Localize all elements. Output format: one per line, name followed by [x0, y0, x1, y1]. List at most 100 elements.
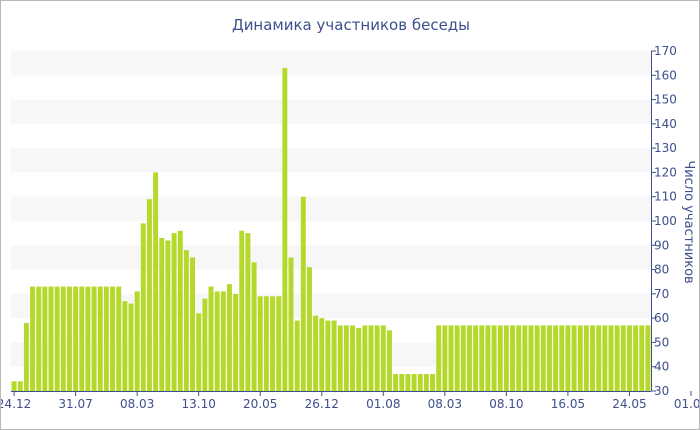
bar	[331, 320, 337, 391]
y-tick-label: 110	[654, 190, 677, 204]
bar	[325, 320, 331, 391]
bar	[165, 240, 171, 391]
bar	[270, 296, 276, 391]
bar	[633, 325, 639, 391]
bar	[122, 301, 128, 391]
bar	[42, 286, 48, 391]
bar	[460, 325, 466, 391]
bar	[350, 325, 356, 391]
bar	[620, 325, 626, 391]
x-tick-label: 16.05	[551, 397, 585, 411]
bar	[30, 286, 36, 391]
bars	[11, 68, 651, 391]
bar	[110, 286, 116, 391]
bar	[85, 286, 91, 391]
bar	[626, 325, 632, 391]
bar	[233, 293, 239, 391]
bar	[430, 374, 436, 391]
bar	[590, 325, 596, 391]
x-tick-label: 13.10	[182, 397, 216, 411]
y-tick-label: 150	[654, 93, 677, 107]
bar	[596, 325, 602, 391]
bar	[11, 381, 17, 391]
bar	[226, 284, 232, 391]
bar	[571, 325, 577, 391]
bar	[423, 374, 429, 391]
bar	[319, 318, 325, 391]
bar	[263, 296, 269, 391]
bar	[146, 199, 152, 391]
bar	[23, 323, 29, 391]
bar	[497, 325, 503, 391]
x-axis: 24.12 31.07 08.03 13.10 20.05 26.12 01.08 08.03…	[1, 391, 699, 411]
bar	[466, 325, 472, 391]
bar	[282, 68, 288, 391]
bar	[362, 325, 368, 391]
bar	[251, 262, 257, 391]
bar	[202, 298, 208, 391]
y-tick-label: 40	[654, 360, 669, 374]
bar	[276, 296, 282, 391]
bar	[559, 325, 565, 391]
bar	[36, 286, 42, 391]
grid-bands	[11, 51, 651, 367]
bar	[546, 325, 552, 391]
bar	[17, 381, 23, 391]
bar	[602, 325, 608, 391]
grid-band	[11, 196, 651, 221]
bar	[245, 233, 251, 391]
bar	[491, 325, 497, 391]
bar	[54, 286, 60, 391]
bar	[159, 238, 165, 391]
bar	[473, 325, 479, 391]
bar	[190, 257, 196, 391]
y-tick-label: 60	[654, 311, 669, 325]
x-tick-label: 20.05	[243, 397, 277, 411]
y-tick-label: 120	[654, 165, 677, 179]
bar	[510, 325, 516, 391]
bar	[374, 325, 380, 391]
y-tick-label: 140	[654, 117, 677, 131]
bar	[614, 325, 620, 391]
x-tick-label: 26.12	[305, 397, 339, 411]
y-tick-label: 100	[654, 214, 677, 228]
y-tick-label: 30	[654, 384, 669, 398]
bar	[103, 286, 109, 391]
y-tick-label: 170	[654, 44, 677, 58]
bar	[608, 325, 614, 391]
bar	[639, 325, 645, 391]
bar	[153, 172, 159, 391]
x-tick-label: 24.12	[1, 397, 31, 411]
bar	[485, 325, 491, 391]
x-tick-label: 08.10	[489, 397, 523, 411]
bar	[540, 325, 546, 391]
x-tick-label: 08.03	[120, 397, 154, 411]
bar	[196, 313, 202, 391]
bar	[97, 286, 103, 391]
bar	[171, 233, 177, 391]
bar	[380, 325, 386, 391]
bar	[208, 286, 214, 391]
bar	[503, 325, 509, 391]
bar	[294, 320, 300, 391]
bar	[393, 374, 399, 391]
y-axis: 30 40 50 60 70 80 90 100 110 120 130 140 150 160 170	[651, 44, 677, 398]
bar	[73, 286, 79, 391]
bar	[337, 325, 343, 391]
y-tick-label: 70	[654, 287, 669, 301]
bar	[386, 330, 392, 391]
bar	[60, 286, 66, 391]
bar	[116, 286, 122, 391]
bar	[313, 315, 319, 391]
bar	[368, 325, 374, 391]
grid-band	[11, 51, 651, 76]
bar	[442, 325, 448, 391]
bar	[454, 325, 460, 391]
bar	[177, 230, 183, 391]
bar	[448, 325, 454, 391]
y-tick-label: 130	[654, 141, 677, 155]
bar	[577, 325, 583, 391]
bar	[553, 325, 559, 391]
